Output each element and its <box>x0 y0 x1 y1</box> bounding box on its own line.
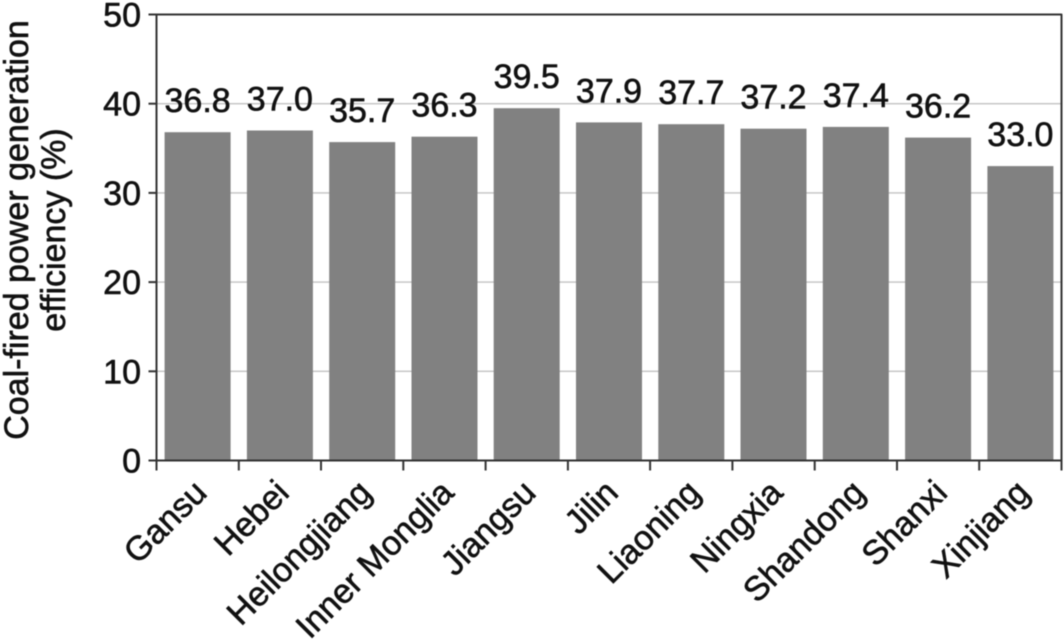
svg-text:36.2: 36.2 <box>905 88 971 126</box>
svg-text:37.4: 37.4 <box>823 77 889 115</box>
svg-text:33.0: 33.0 <box>987 116 1053 154</box>
svg-text:50: 50 <box>103 0 141 35</box>
svg-text:35.7: 35.7 <box>329 92 395 130</box>
svg-text:37.7: 37.7 <box>658 74 724 112</box>
svg-text:40: 40 <box>103 86 141 124</box>
svg-text:37.9: 37.9 <box>576 72 642 110</box>
svg-text:37.0: 37.0 <box>247 81 313 119</box>
svg-text:0: 0 <box>122 443 141 481</box>
svg-text:10: 10 <box>103 353 141 391</box>
svg-text:39.5: 39.5 <box>494 58 560 96</box>
svg-text:efficiency (%): efficiency (%) <box>35 128 73 331</box>
svg-text:20: 20 <box>103 264 141 302</box>
svg-text:36.8: 36.8 <box>165 82 231 120</box>
svg-text:36.3: 36.3 <box>411 87 477 125</box>
svg-text:37.2: 37.2 <box>740 79 806 117</box>
svg-text:Coal-fired power generation: Coal-fired power generation <box>0 20 36 440</box>
svg-text:30: 30 <box>103 175 141 213</box>
